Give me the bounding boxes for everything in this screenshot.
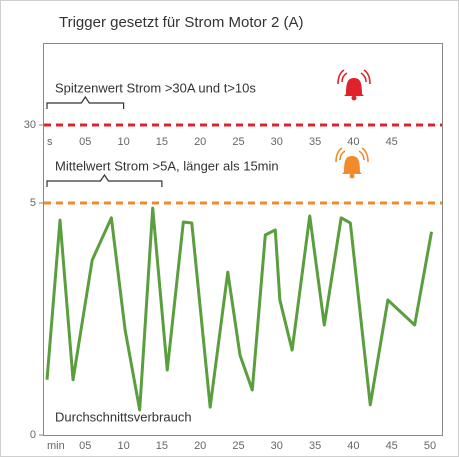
x-tick-label: 35 xyxy=(309,440,321,452)
x2-tick-label: 45 xyxy=(386,136,398,148)
plot-area xyxy=(43,43,443,436)
series-label: Durchschnittsverbrauch xyxy=(55,409,192,424)
x2-tick-label: 30 xyxy=(271,136,283,148)
line-series xyxy=(45,206,434,412)
bracket xyxy=(46,173,163,187)
threshold-label: Mittelwert Strom >5A, länger als 15min xyxy=(55,158,279,173)
x2-tick-label: 05 xyxy=(79,136,91,148)
x2-tick-label: 40 xyxy=(347,136,359,148)
x2-tick-label: 35 xyxy=(309,136,321,148)
x-tick-label: 15 xyxy=(156,440,168,452)
x2-tick-label: s xyxy=(47,136,53,148)
alarm-bell-orange xyxy=(335,147,369,179)
x2-tick-label: 10 xyxy=(117,136,129,148)
x-tick-label: 10 xyxy=(117,440,129,452)
bracket xyxy=(46,95,125,109)
chart-title: Trigger gesetzt für Strom Motor 2 (A) xyxy=(59,14,304,31)
x-tick-label: 30 xyxy=(271,440,283,452)
alarm-bell-red xyxy=(337,69,371,101)
x-tick-label: 50 xyxy=(424,440,436,452)
y-tick-label: 30 xyxy=(24,119,36,131)
y-tick-label: 0 xyxy=(30,429,36,441)
x-tick-label: 05 xyxy=(79,440,91,452)
x-tick-label: 40 xyxy=(347,440,359,452)
threshold-label: Spitzenwert Strom >30A und t>10s xyxy=(55,80,256,95)
x-tick-label: 45 xyxy=(386,440,398,452)
x2-tick-label: 25 xyxy=(232,136,244,148)
x-tick-label: 25 xyxy=(232,440,244,452)
y-tick-label: 5 xyxy=(30,197,36,209)
x-tick-label: min xyxy=(47,440,65,452)
x-tick-label: 20 xyxy=(194,440,206,452)
x2-tick-label: 15 xyxy=(156,136,168,148)
x2-tick-label: 20 xyxy=(194,136,206,148)
